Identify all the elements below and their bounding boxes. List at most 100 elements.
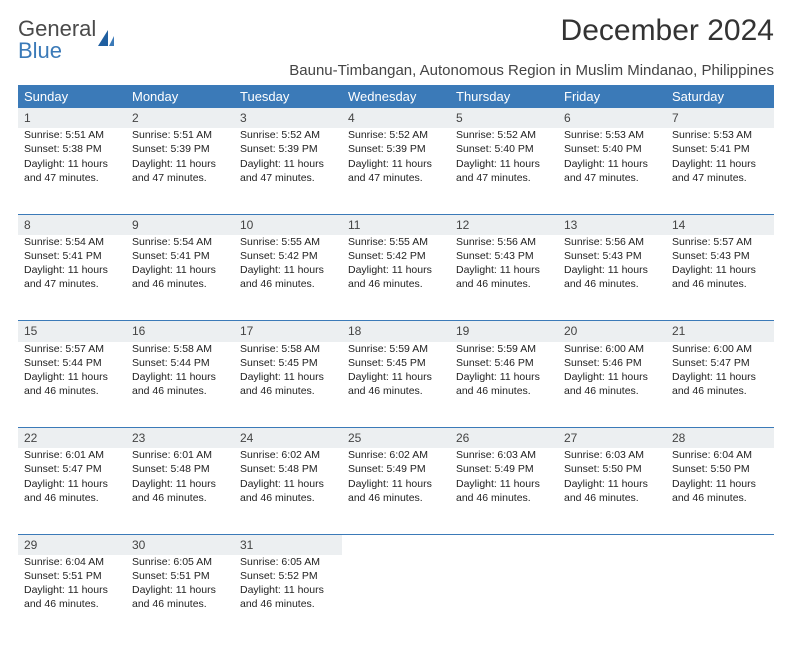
day-number: 14 <box>666 214 774 235</box>
day-cell: Sunrise: 6:04 AMSunset: 5:51 PMDaylight:… <box>18 555 126 641</box>
day-cell: Sunrise: 5:58 AMSunset: 5:44 PMDaylight:… <box>126 342 234 428</box>
day-cell: Sunrise: 5:53 AMSunset: 5:41 PMDaylight:… <box>666 128 774 214</box>
daylight-line: Daylight: 11 hours and 47 minutes. <box>132 157 228 185</box>
day-number-row: 293031 <box>18 534 774 555</box>
day-number: 28 <box>666 428 774 449</box>
day-cell: Sunrise: 5:52 AMSunset: 5:40 PMDaylight:… <box>450 128 558 214</box>
day-cell: Sunrise: 5:56 AMSunset: 5:43 PMDaylight:… <box>450 235 558 321</box>
day-number: 6 <box>558 108 666 128</box>
day-number: 26 <box>450 428 558 449</box>
day-number-row: 22232425262728 <box>18 428 774 449</box>
sunrise-line: Sunrise: 5:55 AM <box>348 235 444 249</box>
sunrise-line: Sunrise: 5:58 AM <box>132 342 228 356</box>
sunset-line: Sunset: 5:46 PM <box>456 356 552 370</box>
daylight-line: Daylight: 11 hours and 46 minutes. <box>564 477 660 505</box>
sunrise-line: Sunrise: 5:51 AM <box>132 128 228 142</box>
day-cell <box>666 555 774 641</box>
day-number: 29 <box>18 534 126 555</box>
sunrise-line: Sunrise: 6:00 AM <box>564 342 660 356</box>
day-number: 9 <box>126 214 234 235</box>
sunset-line: Sunset: 5:52 PM <box>240 569 336 583</box>
logo-sail-icon <box>96 28 118 48</box>
sunrise-line: Sunrise: 5:56 AM <box>564 235 660 249</box>
week-row: Sunrise: 5:51 AMSunset: 5:38 PMDaylight:… <box>18 128 774 214</box>
sunset-line: Sunset: 5:38 PM <box>24 142 120 156</box>
day-cell: Sunrise: 5:52 AMSunset: 5:39 PMDaylight:… <box>234 128 342 214</box>
day-number <box>450 534 558 555</box>
sunrise-line: Sunrise: 5:57 AM <box>672 235 768 249</box>
day-number: 21 <box>666 321 774 342</box>
day-cell: Sunrise: 6:01 AMSunset: 5:47 PMDaylight:… <box>18 448 126 534</box>
daylight-line: Daylight: 11 hours and 47 minutes. <box>240 157 336 185</box>
day-cell: Sunrise: 6:00 AMSunset: 5:47 PMDaylight:… <box>666 342 774 428</box>
sunrise-line: Sunrise: 5:53 AM <box>672 128 768 142</box>
day-number: 3 <box>234 108 342 128</box>
day-number: 13 <box>558 214 666 235</box>
day-header: Sunday <box>18 85 126 108</box>
calendar-head: SundayMondayTuesdayWednesdayThursdayFrid… <box>18 85 774 108</box>
day-number: 8 <box>18 214 126 235</box>
sunset-line: Sunset: 5:48 PM <box>240 462 336 476</box>
day-header: Thursday <box>450 85 558 108</box>
sunrise-line: Sunrise: 5:59 AM <box>348 342 444 356</box>
sunrise-line: Sunrise: 6:00 AM <box>672 342 768 356</box>
daylight-line: Daylight: 11 hours and 46 minutes. <box>456 263 552 291</box>
day-number: 25 <box>342 428 450 449</box>
sunset-line: Sunset: 5:50 PM <box>564 462 660 476</box>
day-cell: Sunrise: 5:58 AMSunset: 5:45 PMDaylight:… <box>234 342 342 428</box>
sunset-line: Sunset: 5:43 PM <box>456 249 552 263</box>
daylight-line: Daylight: 11 hours and 46 minutes. <box>132 477 228 505</box>
day-cell: Sunrise: 5:51 AMSunset: 5:38 PMDaylight:… <box>18 128 126 214</box>
sunset-line: Sunset: 5:45 PM <box>240 356 336 370</box>
sunrise-line: Sunrise: 6:04 AM <box>24 555 120 569</box>
sunset-line: Sunset: 5:45 PM <box>348 356 444 370</box>
daylight-line: Daylight: 11 hours and 46 minutes. <box>132 370 228 398</box>
calendar-page: General Blue December 2024 Baunu-Timbang… <box>0 0 792 651</box>
sunrise-line: Sunrise: 6:03 AM <box>456 448 552 462</box>
header: General Blue December 2024 <box>18 14 774 62</box>
logo-text-2: Blue <box>18 38 62 63</box>
week-row: Sunrise: 5:54 AMSunset: 5:41 PMDaylight:… <box>18 235 774 321</box>
sunrise-line: Sunrise: 5:52 AM <box>348 128 444 142</box>
day-cell: Sunrise: 6:05 AMSunset: 5:51 PMDaylight:… <box>126 555 234 641</box>
daylight-line: Daylight: 11 hours and 46 minutes. <box>672 263 768 291</box>
day-cell <box>342 555 450 641</box>
day-cell: Sunrise: 5:59 AMSunset: 5:45 PMDaylight:… <box>342 342 450 428</box>
sunrise-line: Sunrise: 5:51 AM <box>24 128 120 142</box>
sunset-line: Sunset: 5:41 PM <box>24 249 120 263</box>
day-number: 12 <box>450 214 558 235</box>
sunrise-line: Sunrise: 5:52 AM <box>240 128 336 142</box>
day-cell: Sunrise: 5:52 AMSunset: 5:39 PMDaylight:… <box>342 128 450 214</box>
sunrise-line: Sunrise: 5:52 AM <box>456 128 552 142</box>
sunrise-line: Sunrise: 6:01 AM <box>24 448 120 462</box>
sunset-line: Sunset: 5:51 PM <box>24 569 120 583</box>
sunset-line: Sunset: 5:44 PM <box>132 356 228 370</box>
sunrise-line: Sunrise: 6:01 AM <box>132 448 228 462</box>
day-cell: Sunrise: 6:02 AMSunset: 5:49 PMDaylight:… <box>342 448 450 534</box>
sunset-line: Sunset: 5:47 PM <box>24 462 120 476</box>
sunset-line: Sunset: 5:42 PM <box>348 249 444 263</box>
sunrise-line: Sunrise: 5:59 AM <box>456 342 552 356</box>
daylight-line: Daylight: 11 hours and 46 minutes. <box>132 263 228 291</box>
daylight-line: Daylight: 11 hours and 46 minutes. <box>24 370 120 398</box>
day-cell: Sunrise: 5:55 AMSunset: 5:42 PMDaylight:… <box>234 235 342 321</box>
daylight-line: Daylight: 11 hours and 46 minutes. <box>240 370 336 398</box>
day-number: 16 <box>126 321 234 342</box>
day-cell: Sunrise: 5:54 AMSunset: 5:41 PMDaylight:… <box>126 235 234 321</box>
sunset-line: Sunset: 5:40 PM <box>564 142 660 156</box>
day-header: Tuesday <box>234 85 342 108</box>
sunset-line: Sunset: 5:41 PM <box>132 249 228 263</box>
day-number: 30 <box>126 534 234 555</box>
daylight-line: Daylight: 11 hours and 46 minutes. <box>132 583 228 611</box>
day-cell: Sunrise: 6:02 AMSunset: 5:48 PMDaylight:… <box>234 448 342 534</box>
day-number: 31 <box>234 534 342 555</box>
day-cell: Sunrise: 5:55 AMSunset: 5:42 PMDaylight:… <box>342 235 450 321</box>
day-number <box>666 534 774 555</box>
day-number: 19 <box>450 321 558 342</box>
daylight-line: Daylight: 11 hours and 46 minutes. <box>24 583 120 611</box>
daylight-line: Daylight: 11 hours and 46 minutes. <box>24 477 120 505</box>
day-cell: Sunrise: 5:56 AMSunset: 5:43 PMDaylight:… <box>558 235 666 321</box>
day-number: 24 <box>234 428 342 449</box>
day-cell: Sunrise: 6:03 AMSunset: 5:50 PMDaylight:… <box>558 448 666 534</box>
sunset-line: Sunset: 5:49 PM <box>348 462 444 476</box>
